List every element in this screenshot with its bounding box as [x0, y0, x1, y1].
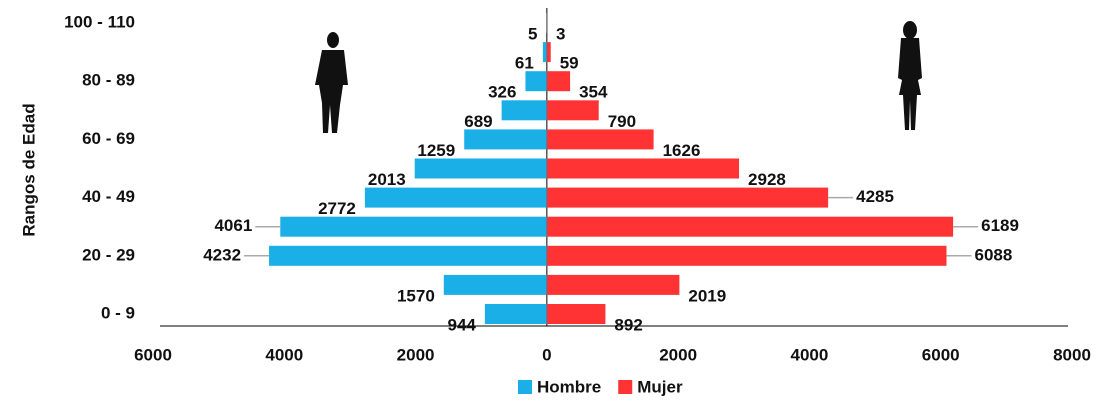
data-label: 4285 — [856, 187, 894, 206]
data-label: 6088 — [974, 245, 1012, 264]
chart: Rangos de Edad 6000 4000 2000 0 2000 4000 6000… — [0, 0, 1096, 403]
bar — [464, 129, 547, 149]
data-label: 61 — [515, 54, 534, 73]
data-label: 6189 — [981, 216, 1019, 235]
data-label: 326 — [488, 83, 516, 102]
bar — [547, 275, 680, 295]
bar — [525, 71, 546, 91]
data-label: 689 — [464, 112, 492, 131]
bar — [444, 275, 547, 295]
x-tick-label: 4000 — [791, 345, 829, 364]
x-tick-label: 6000 — [922, 345, 960, 364]
bar — [547, 246, 947, 266]
bar — [547, 71, 570, 91]
bar — [547, 304, 606, 324]
y-tick-label: 0 - 9 — [101, 303, 135, 322]
legend-swatch — [618, 380, 632, 394]
data-label: 2013 — [368, 170, 406, 189]
x-tick-label: 0 — [542, 345, 551, 364]
x-tick-label: 2000 — [659, 345, 697, 364]
bar — [415, 159, 547, 179]
male-silhouette — [315, 32, 348, 133]
y-tick-label: 20 - 29 — [82, 245, 135, 264]
bar — [280, 217, 547, 237]
bar — [269, 246, 547, 266]
y-tick-label: 40 - 49 — [82, 187, 135, 206]
data-label: 1626 — [663, 141, 701, 160]
legend-swatch — [518, 380, 532, 394]
y-axis-label: Rangos de Edad — [19, 103, 38, 236]
data-label: 59 — [560, 54, 579, 73]
bar — [365, 188, 547, 208]
bar — [485, 304, 547, 324]
legend-label: Hombre — [537, 377, 601, 396]
data-label: 2928 — [748, 170, 786, 189]
bar — [502, 100, 547, 120]
data-label: 2772 — [318, 199, 356, 218]
data-label: 1570 — [397, 286, 435, 305]
data-label: 4232 — [203, 245, 241, 264]
data-label: 5 — [528, 24, 537, 43]
legend-label: Mujer — [637, 377, 683, 396]
data-label: 4061 — [214, 216, 252, 235]
data-label: 3 — [556, 24, 565, 43]
bar — [547, 217, 953, 237]
y-tick-label: 100 - 110 — [64, 12, 135, 31]
data-label: 892 — [614, 315, 642, 334]
x-tick-label: 8000 — [1053, 345, 1091, 364]
data-label: 354 — [579, 83, 608, 102]
female-silhouette — [898, 21, 922, 130]
bar — [547, 100, 599, 120]
x-tick-label: 6000 — [134, 345, 172, 364]
data-label: 790 — [608, 112, 636, 131]
y-tick-label: 80 - 89 — [82, 71, 135, 90]
data-label: 2019 — [688, 286, 726, 305]
bar — [547, 188, 828, 208]
x-tick-label: 4000 — [265, 345, 303, 364]
bar — [547, 159, 739, 179]
x-tick-label: 2000 — [397, 345, 435, 364]
bar — [547, 42, 551, 62]
data-label: 944 — [448, 315, 477, 334]
data-label: 1259 — [417, 141, 455, 160]
bar — [547, 129, 654, 149]
bar — [543, 42, 547, 62]
y-tick-label: 60 - 69 — [82, 129, 135, 148]
